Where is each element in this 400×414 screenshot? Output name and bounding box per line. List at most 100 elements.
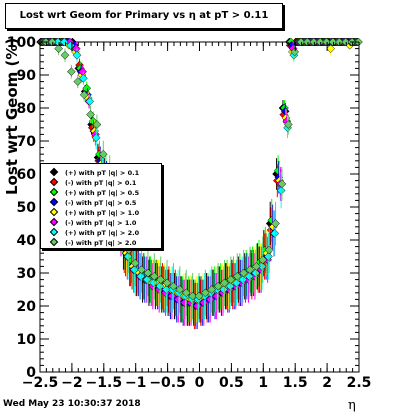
legend-diamond-marker [49,227,59,237]
data-point [334,37,344,47]
data-point [315,37,325,47]
x-axis-label: η [348,398,356,413]
data-point [79,90,89,100]
x-tick-label: 1 [258,375,268,391]
data-point [239,268,249,278]
y-tick-label: 90 [17,68,37,84]
x-tick-label: 2 [322,375,332,391]
data-point [207,285,217,294]
data-point [155,281,165,291]
legend-label: (-) with pT |q| > 0.1 [65,179,137,187]
data-point [136,271,146,281]
data-point [162,278,172,288]
data-point [79,73,88,83]
data-point [86,110,95,119]
data-point [270,229,280,238]
x-tick-label: −1.5 [86,375,123,391]
y-tick-label: 60 [17,167,37,183]
data-point [54,44,63,53]
data-point [290,47,300,57]
timestamp: Wed May 23 10:30:37 2018 [3,399,141,409]
data-point [201,288,210,298]
data-point [161,285,171,294]
data-point [175,285,185,294]
data-point [303,37,312,47]
y-tick-label: 20 [17,299,37,315]
y-tick-label: 50 [17,200,37,216]
x-tick-label: −1 [125,375,146,391]
data-point [149,278,158,288]
data-point [225,281,235,291]
x-tick-label: 2.5 [347,375,372,391]
y-tick-label: 40 [17,233,37,249]
legend-diamond-marker [49,217,59,227]
data-point [181,288,191,298]
data-point [85,97,95,106]
data-point [264,252,273,261]
data-point [328,37,338,47]
data-point [238,275,248,284]
x-tick-label: −0.5 [149,375,186,391]
data-point [326,44,336,53]
data-point [226,275,236,284]
data-point [252,262,261,271]
legend-label: (-) with pT |q| > 0.5 [65,199,137,207]
data-point [245,265,255,275]
legend-label: (+) with pT |q| > 0.1 [65,169,140,177]
data-point [73,77,83,86]
data-point [156,275,166,284]
legend-diamond-marker [49,167,59,177]
data-point [92,120,102,129]
data-point [123,252,133,261]
y-tick-label: 80 [17,101,37,117]
data-point [72,50,82,60]
x-tick-label: −2 [61,375,82,391]
data-point [277,179,287,189]
data-point [59,37,69,47]
data-point [188,291,197,301]
data-point [276,186,286,195]
data-point [60,50,70,60]
data-point [137,265,146,275]
x-tick-label: 1.5 [283,375,308,391]
data-point [213,281,223,291]
data-point [67,67,76,77]
axis-ticks: −2.5 −2 −1.5 −1 −0.5 0 0.5 1 1.5 2 2.5 0 10 20 30 40 50 6… [7,35,372,391]
y-tick-label: 30 [17,266,37,282]
data-point [244,271,254,281]
x-tick-label: 0.5 [219,375,244,391]
data-point [258,255,268,265]
data-point [219,285,229,294]
y-tick-label: 70 [17,134,37,150]
data-point [47,37,57,47]
data-point [194,291,204,301]
legend-diamond-marker [49,197,59,207]
legend-label: (+) with pT |q| > 0.5 [65,189,140,197]
data-point [98,149,108,159]
data-point [149,271,159,281]
data-point [283,120,293,129]
x-tick-label: 0 [195,375,205,391]
legend-label: (+) with pT |q| > 2.0 [65,229,140,237]
data-point [322,37,331,47]
legend-diamond-marker [49,177,59,187]
legend-diamond-marker [49,237,59,247]
data-point [169,281,178,291]
legend-label: (+) with pT |q| > 1.0 [65,209,140,217]
data-point [91,133,101,143]
data-point [220,278,229,288]
data-point [142,275,152,284]
data-point [341,37,351,47]
chart-title: Lost wrt Geom for Primary vs η at pT > 0… [19,10,269,21]
data-point [296,37,306,47]
chart-title-box: Lost wrt Geom for Primary vs η at pT > 0… [5,3,283,29]
data-point [271,219,280,228]
legend: (+) with pT |q| > 0.1 (-) with pT |q| > 0… [40,163,162,249]
data-point [143,268,153,278]
data-point [232,271,242,281]
y-tick-label: 0 [26,365,36,381]
y-axis-label-text: Lost wrt Geom (%) [3,37,21,195]
data-point [264,245,274,255]
data-point [130,265,139,275]
y-tick-label: 10 [17,332,37,348]
